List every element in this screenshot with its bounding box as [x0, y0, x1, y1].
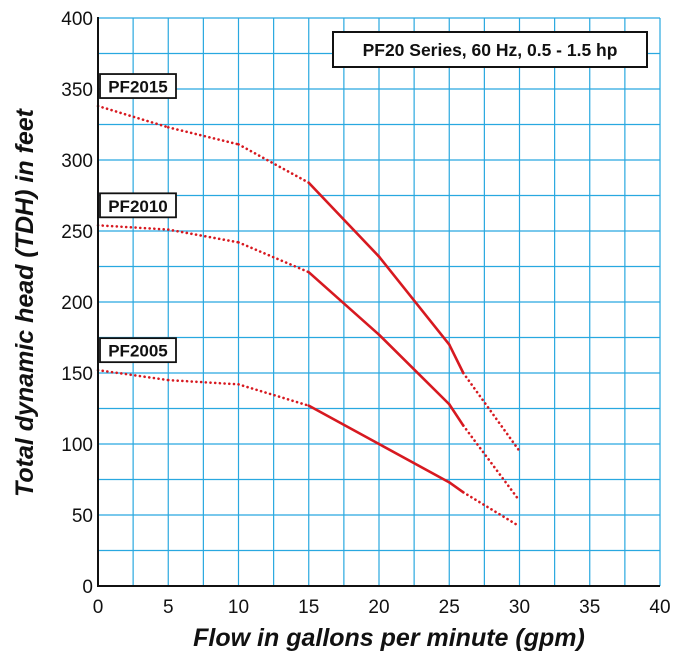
- x-tick-label: 0: [93, 597, 104, 618]
- curve-segment-dotted: [237, 241, 311, 274]
- y-tick-label: 100: [61, 435, 93, 456]
- curve-segment-solid: [307, 270, 381, 336]
- x-tick-label: 15: [298, 597, 319, 618]
- curve-segment-dotted: [237, 143, 311, 185]
- chart-title: PF20 Series, 60 Hz, 0.5 - 1.5 hp: [363, 40, 618, 60]
- curve-segment-solid: [447, 481, 465, 494]
- performance-curves: [96, 104, 521, 528]
- curve-segment-solid: [377, 442, 451, 484]
- series-label-pf2015: PF2015: [99, 73, 177, 99]
- series-label-text: PF2005: [108, 342, 168, 361]
- x-tick-label: 10: [228, 597, 249, 618]
- curve-segment-solid: [447, 402, 465, 427]
- x-tick-label: 20: [368, 597, 389, 618]
- series-label-text: PF2015: [108, 78, 168, 97]
- series-labels: PF2015 PF2010 PF2005: [99, 73, 177, 364]
- curve-segment-solid: [307, 404, 381, 446]
- chart-title-box: PF20 Series, 60 Hz, 0.5 - 1.5 hp: [332, 31, 648, 68]
- x-tick-label: 35: [579, 597, 600, 618]
- series-label-box: [99, 73, 177, 99]
- y-tick-label: 300: [61, 151, 93, 172]
- series-label-box: [99, 192, 177, 219]
- curve-segment-dotted: [461, 424, 521, 503]
- x-tick-label: 40: [649, 597, 670, 618]
- x-tick-label: 25: [439, 597, 460, 618]
- x-tick-label: 30: [509, 597, 530, 618]
- x-tick-label: 5: [163, 597, 174, 618]
- y-tick-label: 250: [61, 222, 93, 243]
- series-label-text: PF2010: [108, 197, 168, 216]
- grid: [98, 17, 661, 586]
- y-tick-label: 0: [82, 577, 93, 598]
- curve-segment-dotted: [237, 383, 311, 407]
- series-label-pf2010: PF2010: [99, 192, 177, 219]
- curve-segment-solid: [377, 333, 451, 406]
- y-axis-title: Total dynamic head (TDH) in feet: [11, 107, 39, 497]
- curve-segment-dotted: [461, 490, 521, 528]
- curve-segment-dotted: [166, 126, 240, 146]
- series-label-box: [99, 337, 177, 364]
- x-axis-title: Flow in gallons per minute (gpm): [193, 624, 585, 652]
- axes: [97, 17, 660, 587]
- curve-segment-solid: [447, 343, 465, 375]
- curve-segment-solid: [307, 181, 381, 258]
- y-tick-label: 400: [61, 9, 93, 30]
- series-label-pf2005: PF2005: [99, 337, 177, 364]
- curve-segment-dotted: [461, 371, 521, 453]
- curve-segment-solid: [377, 255, 451, 346]
- y-tick-label: 50: [72, 506, 93, 527]
- y-tick-label: 150: [61, 364, 93, 385]
- curve-segment-dotted: [96, 104, 170, 129]
- y-tick-label: 350: [61, 80, 93, 101]
- y-tick-label: 200: [61, 293, 93, 314]
